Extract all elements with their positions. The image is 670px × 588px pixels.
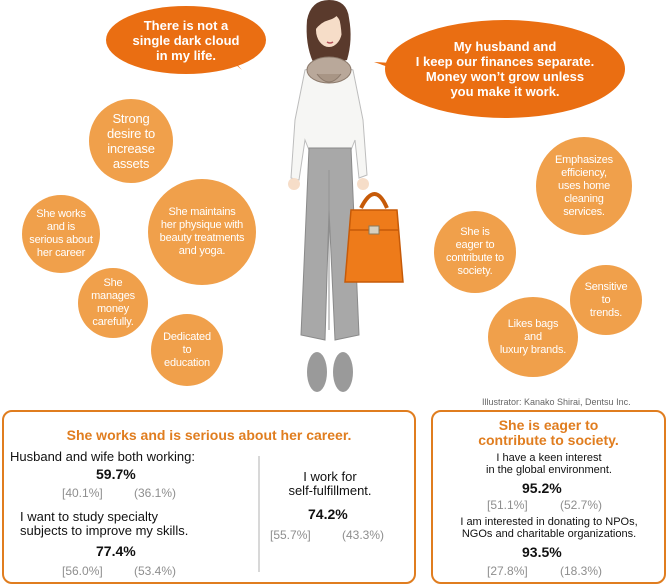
society-stat1-sub-a: [51.1%] [487, 498, 528, 512]
trait-trends: Sensitive to trends. [570, 265, 642, 335]
society-stat2-sub-b: (18.3%) [560, 564, 603, 578]
career-panel [2, 410, 416, 584]
career-stat2-sub-b: (53.4%) [134, 564, 177, 578]
illustrator-credit: Illustrator: Kanako Shirai, Dentsu Inc. [482, 397, 631, 407]
career-stat1-sub-b: (36.1%) [134, 486, 177, 500]
career-stat3-value: 74.2% [308, 506, 348, 522]
society-panel [431, 410, 666, 584]
trait-career: She works and is serious about her caree… [22, 195, 100, 273]
woman-illustration [288, 0, 404, 392]
career-panel-title: She works and is serious about her caree… [66, 427, 352, 443]
trait-efficiency: Emphasizes efficiency, uses home cleanin… [536, 137, 632, 235]
trait-increase-assets: Strong desire to increase assets [89, 99, 173, 183]
career-stat1-sub-a: [40.1%] [62, 486, 103, 500]
trait-society: She is eager to contribute to society. [434, 211, 516, 293]
society-stat2-value: 93.5% [522, 544, 562, 560]
trait-physique: She maintains her physique with beauty t… [148, 179, 256, 285]
trait-money: She manages money carefully. [78, 268, 148, 338]
speech-bubble-left: There is not a single dark cloud in my l… [106, 6, 266, 74]
society-stat2-label: I am interested in donating to NPOs, NGO… [460, 516, 638, 540]
career-stat1-value: 59.7% [96, 466, 136, 482]
career-stat2-label: I want to study specialty subjects to im… [20, 509, 189, 538]
society-panel-title: She is eager to contribute to society. [478, 417, 619, 448]
career-divider [258, 456, 260, 572]
trait-luxury: Likes bags and luxury brands. [488, 297, 578, 377]
career-stat3-label: I work for self-fulfillment. [288, 469, 372, 498]
society-stat1-sub-b: (52.7%) [560, 498, 603, 512]
career-stat3-sub-b: (43.3%) [342, 528, 385, 542]
career-stat2-value: 77.4% [96, 543, 136, 559]
career-stat2-sub-a: [56.0%] [62, 564, 103, 578]
society-stat2-sub-a: [27.8%] [487, 564, 528, 578]
trait-education: Dedicated to education [151, 314, 223, 386]
society-stat1-value: 95.2% [522, 480, 562, 496]
society-stat1-label: I have a keen interest in the global env… [486, 452, 612, 476]
career-stat1-label: Husband and wife both working: [10, 449, 196, 464]
career-stat3-sub-a: [55.7%] [270, 528, 311, 542]
speech-bubble-right: My husband and I keep our finances separ… [385, 20, 625, 118]
